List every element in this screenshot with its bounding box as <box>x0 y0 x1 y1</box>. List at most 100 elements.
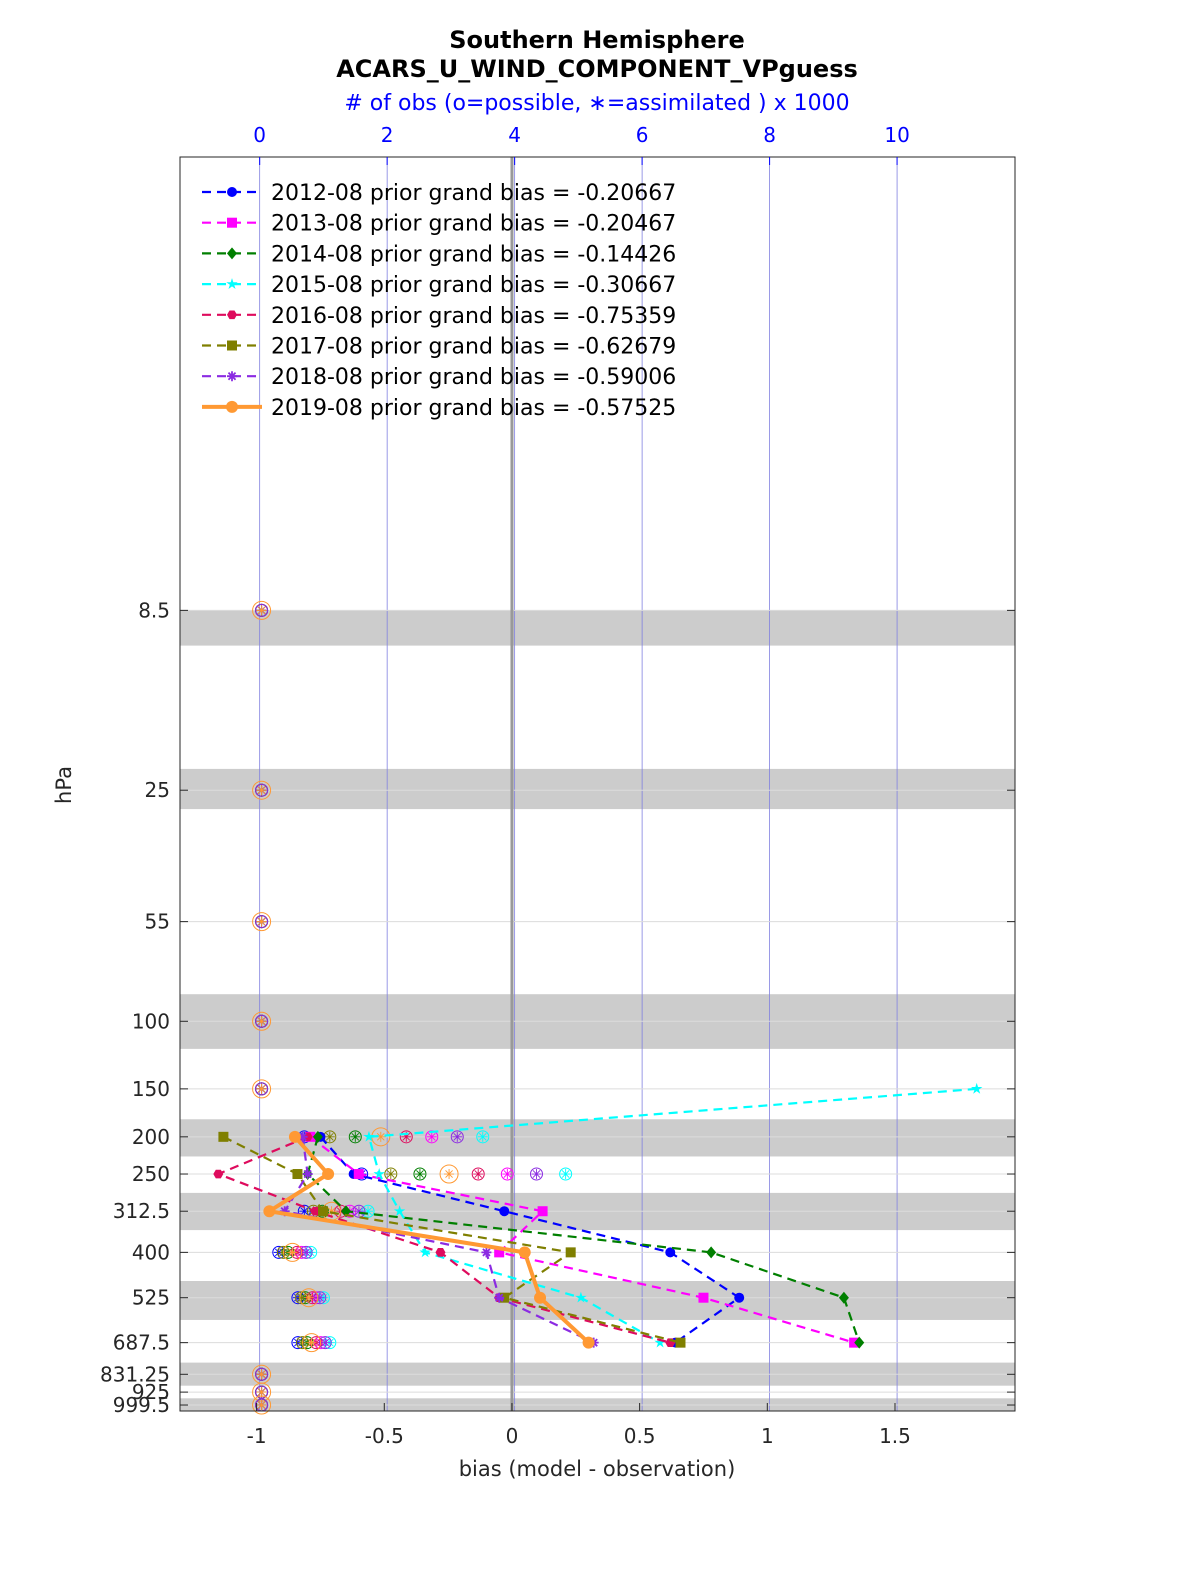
obs-count-6-6 <box>529 1167 543 1181</box>
obs-assimilated-marker <box>363 1206 374 1217</box>
obs-count-5-4 <box>399 1130 413 1144</box>
series-point-5-5 <box>675 1337 686 1348</box>
level-bands <box>180 610 1015 1411</box>
obs-count-6-1 <box>500 1167 514 1181</box>
obs-count-3-7 <box>252 1011 272 1031</box>
obs-possible-marker <box>500 1167 514 1181</box>
series-point-1-2 <box>537 1206 548 1217</box>
series-point-3-5 <box>575 1291 587 1303</box>
y-tick-label-9: 525 <box>132 1286 170 1310</box>
top-tick-label-1: 2 <box>381 123 394 147</box>
obs-assimilated-marker <box>444 1169 455 1180</box>
obs-assimilated-marker <box>385 1169 396 1180</box>
obs-possible-marker <box>252 1011 272 1031</box>
chart-title: Southern Hemisphere <box>449 26 745 54</box>
obs-possible-marker <box>439 1164 459 1184</box>
obs-assimilated-marker <box>426 1131 437 1142</box>
obs-count-5-3 <box>476 1130 490 1144</box>
top-tick-label-4: 8 <box>763 123 776 147</box>
series-point-7-4 <box>534 1291 547 1304</box>
legend-marker-7 <box>226 400 238 413</box>
series-point-2-5 <box>854 1336 865 1349</box>
series-point-3-6 <box>654 1336 666 1348</box>
y-tick-label-13: 999.5 <box>113 1393 170 1417</box>
obs-assimilated-marker <box>256 785 267 796</box>
series-point-2-2 <box>340 1205 351 1218</box>
obs-count-5-2 <box>348 1130 362 1144</box>
obs-count-8-6 <box>299 1245 313 1259</box>
obs-assimilated-marker <box>287 1247 298 1258</box>
legend-entry-0: 2012-08 prior grand bias = -0.20667 <box>202 181 676 206</box>
obs-assimilated-marker <box>306 1337 317 1348</box>
y-tick-label-10: 687.5 <box>113 1331 170 1355</box>
obs-possible-marker <box>476 1130 490 1144</box>
obs-possible-marker <box>252 1079 272 1099</box>
obs-assimilated-marker <box>303 1292 314 1303</box>
series-point-5-3 <box>565 1247 576 1258</box>
obs-possible-marker <box>299 1288 319 1308</box>
legend-marker-5 <box>227 340 237 351</box>
series-point-2-0 <box>312 1130 323 1143</box>
obs-count-10-7 <box>302 1333 322 1353</box>
top-tick-label-5: 10 <box>884 123 909 147</box>
y-tick-label-3: 100 <box>132 1009 170 1033</box>
series-point-1-5 <box>849 1337 860 1348</box>
obs-count-13-7 <box>252 1395 272 1415</box>
legend-entry-5: 2017-08 prior grand bias = -0.62679 <box>202 335 676 360</box>
series-point-7-0 <box>288 1130 301 1143</box>
legend-label-3: 2015-08 prior grand bias = -0.30667 <box>271 273 676 298</box>
y-axis-label: hPa <box>52 766 76 804</box>
obs-count-8-7 <box>282 1242 302 1262</box>
y-tick-label-12: 925 <box>132 1380 170 1404</box>
obs-assimilated-marker <box>296 1292 307 1303</box>
top-tick-label-2: 4 <box>508 123 521 147</box>
obs-possible-marker <box>252 1395 272 1415</box>
series-line-1 <box>309 1135 855 1344</box>
obs-count-0-7 <box>252 600 272 620</box>
obs-assimilated-marker <box>256 1387 267 1398</box>
chart-subtitle: ACARS_U_WIND_COMPONENT_VPguess <box>336 55 858 83</box>
obs-possible-marker <box>255 1014 269 1028</box>
y-tick-label-7: 312.5 <box>113 1199 170 1223</box>
plot-frame <box>179 156 1016 1412</box>
series-point-6-2 <box>279 1206 290 1217</box>
legend-label-1: 2013-08 prior grand bias = -0.20467 <box>271 212 676 237</box>
series-point-0-4 <box>734 1292 745 1303</box>
series-point-7-5 <box>582 1336 595 1349</box>
series-point-3-4 <box>419 1246 431 1258</box>
level-band-0 <box>180 610 1015 646</box>
obs-assimilated-marker <box>256 605 267 616</box>
obs-possible-marker <box>252 780 272 800</box>
y-tick-label-8: 400 <box>132 1240 170 1264</box>
top-axis-label: # of obs (o=possible, ∗=assimilated ) x … <box>344 91 849 116</box>
series-point-1-3 <box>494 1247 505 1258</box>
series-point-5-0 <box>218 1131 229 1142</box>
obs-assimilated-marker <box>326 1206 337 1217</box>
legend-label-5: 2017-08 prior grand bias = -0.62679 <box>271 335 676 360</box>
obs-count-10-6 <box>318 1336 332 1350</box>
legend-marker-6 <box>227 371 237 382</box>
obs-possible-marker <box>255 915 269 929</box>
obs-possible-marker <box>318 1336 332 1350</box>
series-point-7-2 <box>263 1205 276 1218</box>
y-tick-label-4: 150 <box>132 1077 170 1101</box>
series-point-1-1 <box>353 1169 364 1180</box>
obs-count-9-6 <box>313 1291 327 1305</box>
series-point-4-1 <box>213 1169 224 1179</box>
obs-possible-marker <box>302 1333 322 1353</box>
obs-assimilated-marker <box>502 1169 513 1180</box>
obs-possible-marker <box>399 1130 413 1144</box>
series-point-1-4 <box>698 1292 709 1303</box>
obs-assimilated-marker <box>452 1131 463 1142</box>
obs-assimilated-marker <box>320 1337 331 1348</box>
series-point-2-3 <box>706 1246 717 1259</box>
obs-assimilated-marker <box>560 1169 571 1180</box>
series-point-4-3 <box>435 1248 446 1257</box>
legend-entry-1: 2013-08 prior grand bias = -0.20467 <box>202 212 676 237</box>
top-tick-label-3: 6 <box>636 123 649 147</box>
obs-possible-marker <box>299 1245 313 1259</box>
y-tick-label-2: 55 <box>145 910 170 934</box>
obs-assimilated-marker <box>324 1131 335 1142</box>
legend-entry-6: 2018-08 prior grand bias = -0.59006 <box>202 365 676 390</box>
